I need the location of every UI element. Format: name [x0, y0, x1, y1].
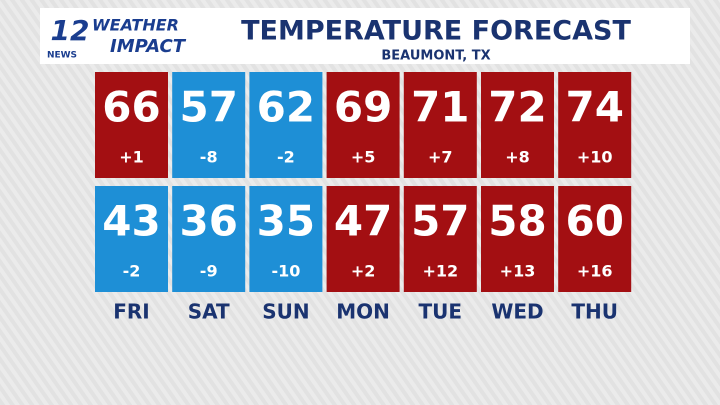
day-label: TUE — [419, 300, 463, 324]
temperature: 71 — [411, 83, 469, 132]
day-label: WED — [491, 300, 543, 324]
temp-tile — [481, 72, 554, 178]
temp-tile — [558, 186, 632, 292]
temperature: 47 — [334, 197, 392, 246]
temperature: 74 — [565, 83, 623, 132]
temp-tile — [481, 186, 554, 292]
temp-tile — [172, 186, 246, 292]
temp-tile — [326, 186, 400, 292]
departure: +1 — [119, 148, 144, 167]
logo-line1: WEATHER — [92, 16, 179, 35]
temp-tile — [249, 186, 323, 292]
departure: -2 — [277, 148, 295, 167]
departure: -10 — [271, 262, 300, 281]
departure: +13 — [500, 262, 536, 281]
temperature: 69 — [334, 83, 392, 132]
temperature: 43 — [102, 197, 160, 246]
temp-tile — [403, 72, 477, 178]
departure: +2 — [351, 262, 376, 281]
temperature: 35 — [257, 197, 315, 246]
temperature: 57 — [179, 83, 237, 132]
departure: -9 — [200, 262, 218, 281]
temp-tile — [403, 186, 477, 292]
departure: +16 — [577, 262, 613, 281]
logo-line2: IMPACT — [110, 36, 187, 57]
temperature: 72 — [488, 83, 546, 132]
departure: +8 — [505, 148, 530, 167]
day-label: SUN — [262, 300, 309, 324]
temperature: 62 — [257, 83, 315, 132]
departure: +5 — [351, 148, 376, 167]
logo-number: 12 — [51, 14, 90, 47]
temperature: 58 — [488, 197, 546, 246]
temp-tile — [326, 72, 400, 178]
departure: -8 — [200, 148, 218, 167]
subtitle: BEAUMONT, TX — [381, 49, 490, 64]
temp-tile — [172, 72, 246, 178]
temp-tile — [249, 72, 323, 178]
temperature: 66 — [102, 83, 160, 132]
departure: +12 — [422, 262, 458, 281]
temperature: 57 — [411, 197, 469, 246]
day-label: FRI — [113, 300, 150, 324]
day-label: THU — [571, 300, 618, 324]
title: TEMPERATURE FORECAST — [241, 16, 631, 47]
temp-tile — [558, 72, 632, 178]
departure: +7 — [428, 148, 453, 167]
day-label: MON — [336, 300, 390, 324]
departure: -2 — [123, 262, 141, 281]
logo: 12 NEWS WEATHER IMPACT — [47, 14, 187, 61]
day-label: SAT — [188, 300, 230, 324]
logo-news: NEWS — [47, 51, 77, 61]
temperature: 36 — [179, 197, 237, 246]
departure: +10 — [577, 148, 613, 167]
temperature: 60 — [565, 197, 623, 246]
header-band — [40, 8, 690, 64]
temp-tile — [95, 72, 168, 178]
temp-tile — [95, 186, 168, 292]
